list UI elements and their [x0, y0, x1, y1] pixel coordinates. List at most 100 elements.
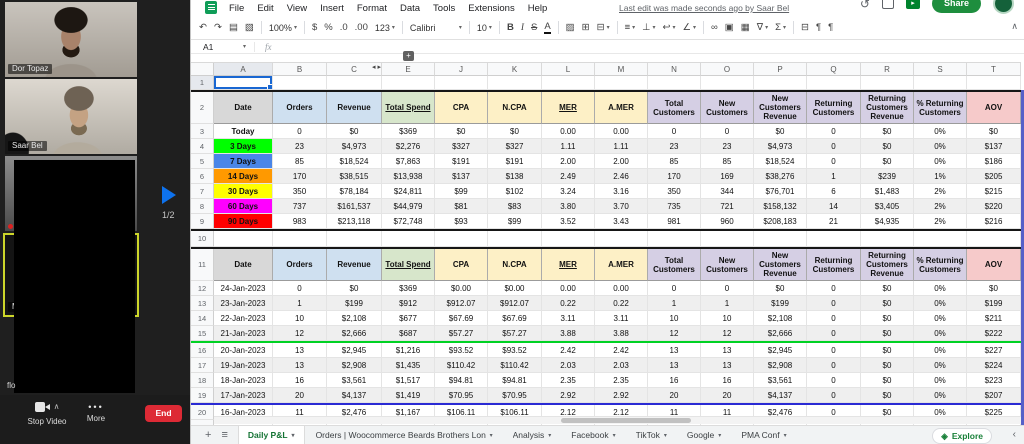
cell[interactable] [807, 76, 861, 90]
video-options-caret-icon[interactable]: ∧ [54, 402, 60, 411]
filter-button[interactable]: ∇▾ [757, 22, 768, 33]
cell[interactable] [488, 231, 542, 247]
row-number[interactable]: 13 [191, 296, 214, 311]
value-cell[interactable]: 2.03 [542, 358, 595, 373]
value-cell[interactable]: $1,419 [382, 388, 435, 403]
value-cell[interactable]: 0 [701, 281, 754, 296]
value-cell[interactable]: 0 [807, 124, 861, 139]
text-direction-ltr-button[interactable]: ¶ [816, 22, 821, 33]
value-cell[interactable]: $0.00 [488, 281, 542, 296]
value-cell[interactable]: $208,183 [754, 214, 807, 229]
value-cell[interactable]: 981 [648, 214, 701, 229]
select-all-corner[interactable] [191, 63, 214, 76]
share-button[interactable]: Share [932, 0, 981, 13]
value-cell[interactable]: $93.52 [435, 343, 488, 358]
value-cell[interactable]: $13,938 [382, 169, 435, 184]
value-cell[interactable]: 0% [914, 326, 967, 341]
value-cell[interactable]: 0 [648, 124, 701, 139]
value-cell[interactable]: $677 [382, 311, 435, 326]
header-cell[interactable]: Returning Customers [807, 92, 861, 124]
value-cell[interactable]: 0 [807, 296, 861, 311]
all-sheets-button[interactable]: ≡ [221, 429, 227, 441]
column-header-A[interactable]: A [214, 63, 273, 76]
menu-file[interactable]: File [229, 3, 244, 14]
value-cell[interactable]: 3.43 [595, 214, 648, 229]
value-cell[interactable]: $4,137 [754, 388, 807, 403]
value-cell[interactable]: $191 [488, 154, 542, 169]
sheet-tab-2[interactable]: Orders | Woocommerce Beards Brothers Lon… [307, 426, 502, 444]
row-number[interactable]: 16 [191, 343, 214, 358]
value-cell[interactable]: 12 [648, 326, 701, 341]
value-cell[interactable]: 344 [701, 184, 754, 199]
cell[interactable] [542, 76, 595, 90]
font-select[interactable]: Calibri▾ [410, 23, 462, 33]
value-cell[interactable]: 0% [914, 139, 967, 154]
value-cell[interactable]: $2,276 [382, 139, 435, 154]
row-number[interactable]: 17 [191, 358, 214, 373]
value-cell[interactable]: 0.22 [542, 296, 595, 311]
period-label-cell[interactable]: 14 Days [214, 169, 273, 184]
header-cell[interactable]: Orders [273, 249, 327, 281]
period-label-cell[interactable]: 60 Days [214, 199, 273, 214]
value-cell[interactable]: 1% [914, 169, 967, 184]
row-number[interactable]: 1 [191, 76, 214, 90]
date-cell[interactable]: 18-Jan-2023 [214, 373, 273, 388]
value-cell[interactable]: $4,137 [327, 388, 382, 403]
column-header-R[interactable]: R [861, 63, 914, 76]
end-call-button[interactable]: End [145, 405, 182, 422]
more-formats-button[interactable]: 123▾ [375, 23, 395, 33]
date-cell[interactable]: 19-Jan-2023 [214, 358, 273, 373]
value-cell[interactable]: $38,515 [327, 169, 382, 184]
next-page-arrow-icon[interactable] [162, 186, 176, 204]
menu-data[interactable]: Data [400, 3, 420, 14]
value-cell[interactable]: $4,973 [754, 139, 807, 154]
value-cell[interactable]: 23 [273, 139, 327, 154]
value-cell[interactable]: $0 [861, 326, 914, 341]
cell[interactable] [914, 76, 967, 90]
value-cell[interactable]: $369 [382, 124, 435, 139]
value-cell[interactable]: $0.00 [435, 281, 488, 296]
value-cell[interactable]: 2.00 [542, 154, 595, 169]
participant-tile[interactable]: Dor Topaz [5, 2, 137, 77]
value-cell[interactable]: $0 [435, 124, 488, 139]
row-number[interactable]: 12 [191, 281, 214, 296]
cell[interactable] [861, 76, 914, 90]
value-cell[interactable]: 983 [273, 214, 327, 229]
value-cell[interactable]: $67.69 [488, 311, 542, 326]
header-cell[interactable]: Total Spend [382, 249, 435, 281]
value-cell[interactable]: $72,748 [382, 214, 435, 229]
value-cell[interactable]: 169 [701, 169, 754, 184]
value-cell[interactable]: $161,537 [327, 199, 382, 214]
value-cell[interactable]: $137 [967, 139, 1021, 154]
value-cell[interactable]: $110.42 [435, 358, 488, 373]
value-cell[interactable]: $2,108 [327, 311, 382, 326]
header-cell[interactable]: Orders [273, 92, 327, 124]
value-cell[interactable]: 1 [648, 296, 701, 311]
value-cell[interactable]: $2,945 [327, 343, 382, 358]
value-cell[interactable]: 12 [273, 326, 327, 341]
value-cell[interactable]: $912 [382, 296, 435, 311]
value-cell[interactable]: 2% [914, 214, 967, 229]
value-cell[interactable]: 1 [701, 296, 754, 311]
cell[interactable] [435, 231, 488, 247]
value-cell[interactable]: 0 [701, 124, 754, 139]
value-cell[interactable]: $70.95 [488, 388, 542, 403]
cell[interactable] [701, 76, 754, 90]
cell[interactable] [754, 76, 807, 90]
header-cell[interactable]: MER [542, 92, 595, 124]
value-cell[interactable]: 0 [807, 154, 861, 169]
increase-decimals-button[interactable]: .00 [355, 22, 368, 33]
value-cell[interactable]: 170 [648, 169, 701, 184]
merge-cells-button[interactable]: ⊟▾ [597, 22, 610, 33]
period-label-cell[interactable]: 30 Days [214, 184, 273, 199]
value-cell[interactable]: 16 [701, 373, 754, 388]
value-cell[interactable]: $0 [861, 358, 914, 373]
header-cell[interactable]: A.MER [595, 92, 648, 124]
row-number[interactable]: 5 [191, 154, 214, 169]
value-cell[interactable]: 0% [914, 311, 967, 326]
row-number[interactable]: 3 [191, 124, 214, 139]
sheet-tab-3[interactable]: Analysis▾ [504, 426, 561, 444]
value-cell[interactable]: $327 [488, 139, 542, 154]
sheet-tab-1[interactable]: Daily P&L▾ [238, 426, 305, 444]
sheet-tab-7[interactable]: PMA Conf▾ [732, 426, 795, 444]
